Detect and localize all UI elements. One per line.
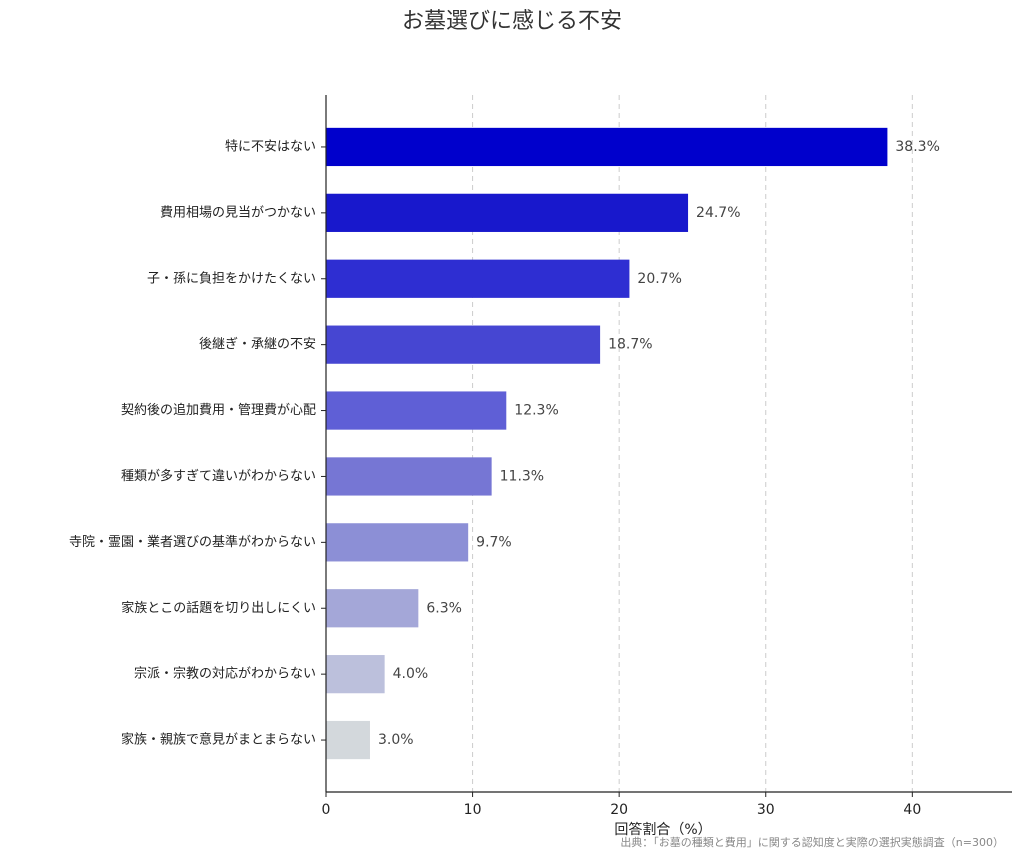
value-label: 38.3% <box>895 139 939 155</box>
bar <box>326 720 370 760</box>
value-label: 3.0% <box>378 732 414 748</box>
x-tick-label: 30 <box>757 802 775 818</box>
bar <box>326 391 507 430</box>
bar <box>326 589 419 628</box>
bar <box>326 193 689 232</box>
bar <box>326 457 492 496</box>
source-note: 出典：「お墓の種類と費用」に関する認知度と実際の選択実態調査（n=300） <box>620 835 1004 849</box>
x-tick-label: 10 <box>464 802 482 818</box>
x-axis-label: 回答割合（%） <box>614 821 711 838</box>
y-tick-label: 種類が多すぎて違いがわからない <box>121 468 316 484</box>
bar <box>326 325 601 364</box>
x-tick-label: 0 <box>322 802 331 818</box>
bar <box>326 655 385 694</box>
value-label: 4.0% <box>393 666 429 682</box>
value-label: 12.3% <box>514 403 558 419</box>
bar <box>326 523 469 562</box>
x-tick-label: 40 <box>903 802 921 818</box>
y-tick-label: 寺院・霊園・業者選びの基準がわからない <box>69 534 316 550</box>
chart-title: お墓選びに感じる不安 <box>402 9 622 34</box>
y-tick-label: 特に不安はない <box>225 139 316 154</box>
bar <box>326 127 888 167</box>
y-tick-label: 子・孫に負担をかけたくない <box>147 271 316 286</box>
y-tick-label: 家族・親族で意見がまとまらない <box>121 732 316 748</box>
value-label: 20.7% <box>637 271 681 287</box>
x-tick-label: 20 <box>610 802 628 818</box>
value-label: 24.7% <box>696 205 740 221</box>
value-label: 11.3% <box>500 468 544 484</box>
value-label: 9.7% <box>476 534 512 550</box>
y-tick-label: 家族とこの話題を切り出しにくい <box>121 600 316 616</box>
bar <box>326 259 630 298</box>
y-tick-label: 宗派・宗教の対応がわからない <box>134 666 316 682</box>
y-tick-label: 費用相場の見当がつかない <box>160 205 316 220</box>
value-label: 6.3% <box>426 600 462 616</box>
y-tick-label: 後継ぎ・承継の不安 <box>199 337 316 352</box>
value-label: 18.7% <box>608 337 652 353</box>
y-tick-label: 契約後の追加費用・管理費が心配 <box>121 402 316 418</box>
